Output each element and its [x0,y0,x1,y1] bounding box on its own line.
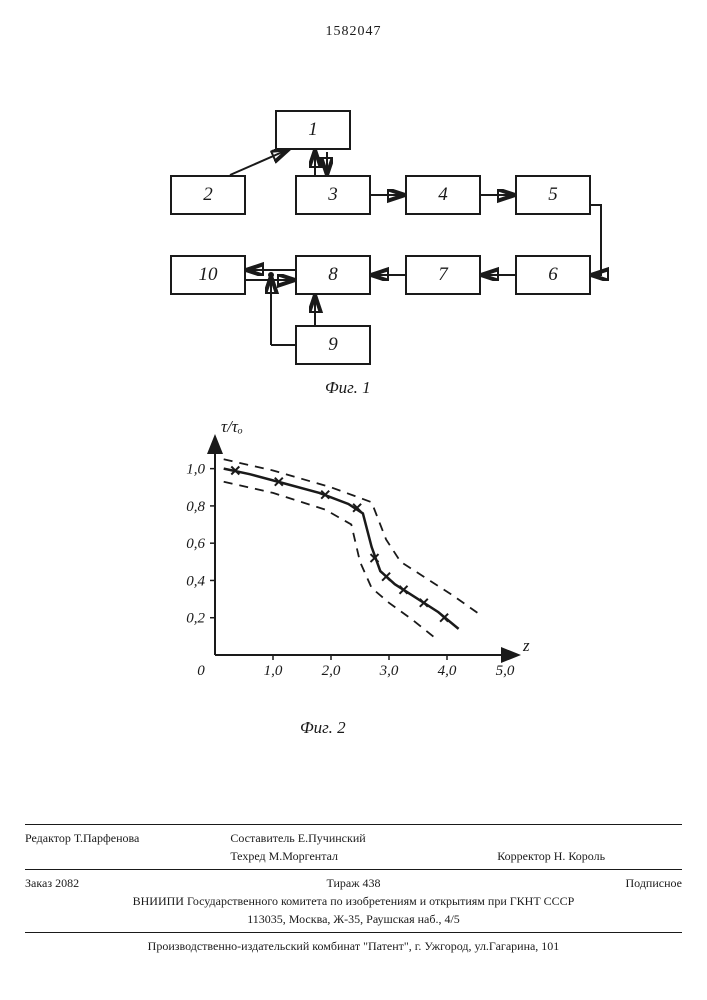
order-label: Заказ [25,876,52,890]
block-2: 2 [170,175,246,215]
editor-name: Т.Парфенова [74,831,139,845]
block-label: 1 [308,119,318,141]
imprint-footer: Редактор Т.Парфенова Составитель Е.Пучин… [25,820,682,955]
compiler-label: Составитель [230,831,294,845]
tirazh-cell: Тираж 438 [244,874,463,892]
printer-line: Производственно-издательский комбинат "П… [25,937,682,955]
block-label: 4 [438,184,448,206]
svg-text:3,0: 3,0 [379,663,399,679]
tirazh-no: 438 [363,876,381,890]
org-line2: 113035, Москва, Ж-35, Раушская наб., 4/5 [25,910,682,928]
block-label: 8 [328,264,338,286]
subscr-cell: Подписное [463,874,682,892]
fig1-caption: Фиг. 1 [325,378,371,398]
block-5: 5 [515,175,591,215]
block-label: 6 [548,264,558,286]
svg-text:2,0: 2,0 [322,663,341,679]
corrector-label: Корректор [497,849,551,863]
chart-svg: 0,20,40,60,81,01,02,03,04,05,00τ/τₒz [170,425,550,715]
order-no: 2082 [55,876,79,890]
compiler-cell: Составитель Е.Пучинский Техред М.Моргент… [230,829,497,865]
svg-text:0,2: 0,2 [186,611,205,627]
compiler-name: Е.Пучинский [298,831,366,845]
line-chart: 0,20,40,60,81,01,02,03,04,05,00τ/τₒz [170,425,550,715]
subscr-text: Подписное [626,876,683,890]
corrector-cell: Корректор Н. Король [497,829,682,865]
block-label: 3 [328,184,338,206]
svg-text:0,6: 0,6 [186,536,205,552]
svg-text:0: 0 [197,663,205,679]
svg-text:τ/τₒ: τ/τₒ [221,417,243,436]
block-label: 2 [203,184,213,206]
svg-text:0,8: 0,8 [186,499,205,515]
svg-text:5,0: 5,0 [496,663,515,679]
block-6: 6 [515,255,591,295]
block-1: 1 [275,110,351,150]
svg-text:z: z [522,636,530,655]
block-3: 3 [295,175,371,215]
techred-name: М.Моргентал [269,849,338,863]
block-label: 9 [328,334,338,356]
svg-text:4,0: 4,0 [438,663,457,679]
block-label: 5 [548,184,558,206]
techred-label: Техред [230,849,265,863]
org-line1: ВНИИПИ Государственного комитета по изоб… [25,892,682,910]
block-9: 9 [295,325,371,365]
block-10: 10 [170,255,246,295]
order-cell: Заказ 2082 [25,874,244,892]
block-diagram: 1 2 3 4 5 6 7 8 10 9 [115,110,595,375]
svg-text:0,4: 0,4 [186,573,205,589]
block-label: 7 [438,264,448,286]
editor-label: Редактор [25,831,71,845]
svg-text:1,0: 1,0 [264,663,283,679]
tirazh-label: Тираж [326,876,359,890]
block-7: 7 [405,255,481,295]
block-8: 8 [295,255,371,295]
svg-text:1,0: 1,0 [186,462,205,478]
page-number: 1582047 [326,24,382,40]
editor-cell: Редактор Т.Парфенова [25,829,230,865]
block-label: 10 [199,264,218,286]
block-4: 4 [405,175,481,215]
corrector-name: Н. Король [554,849,605,863]
fig2-caption: Фиг. 2 [300,718,346,738]
